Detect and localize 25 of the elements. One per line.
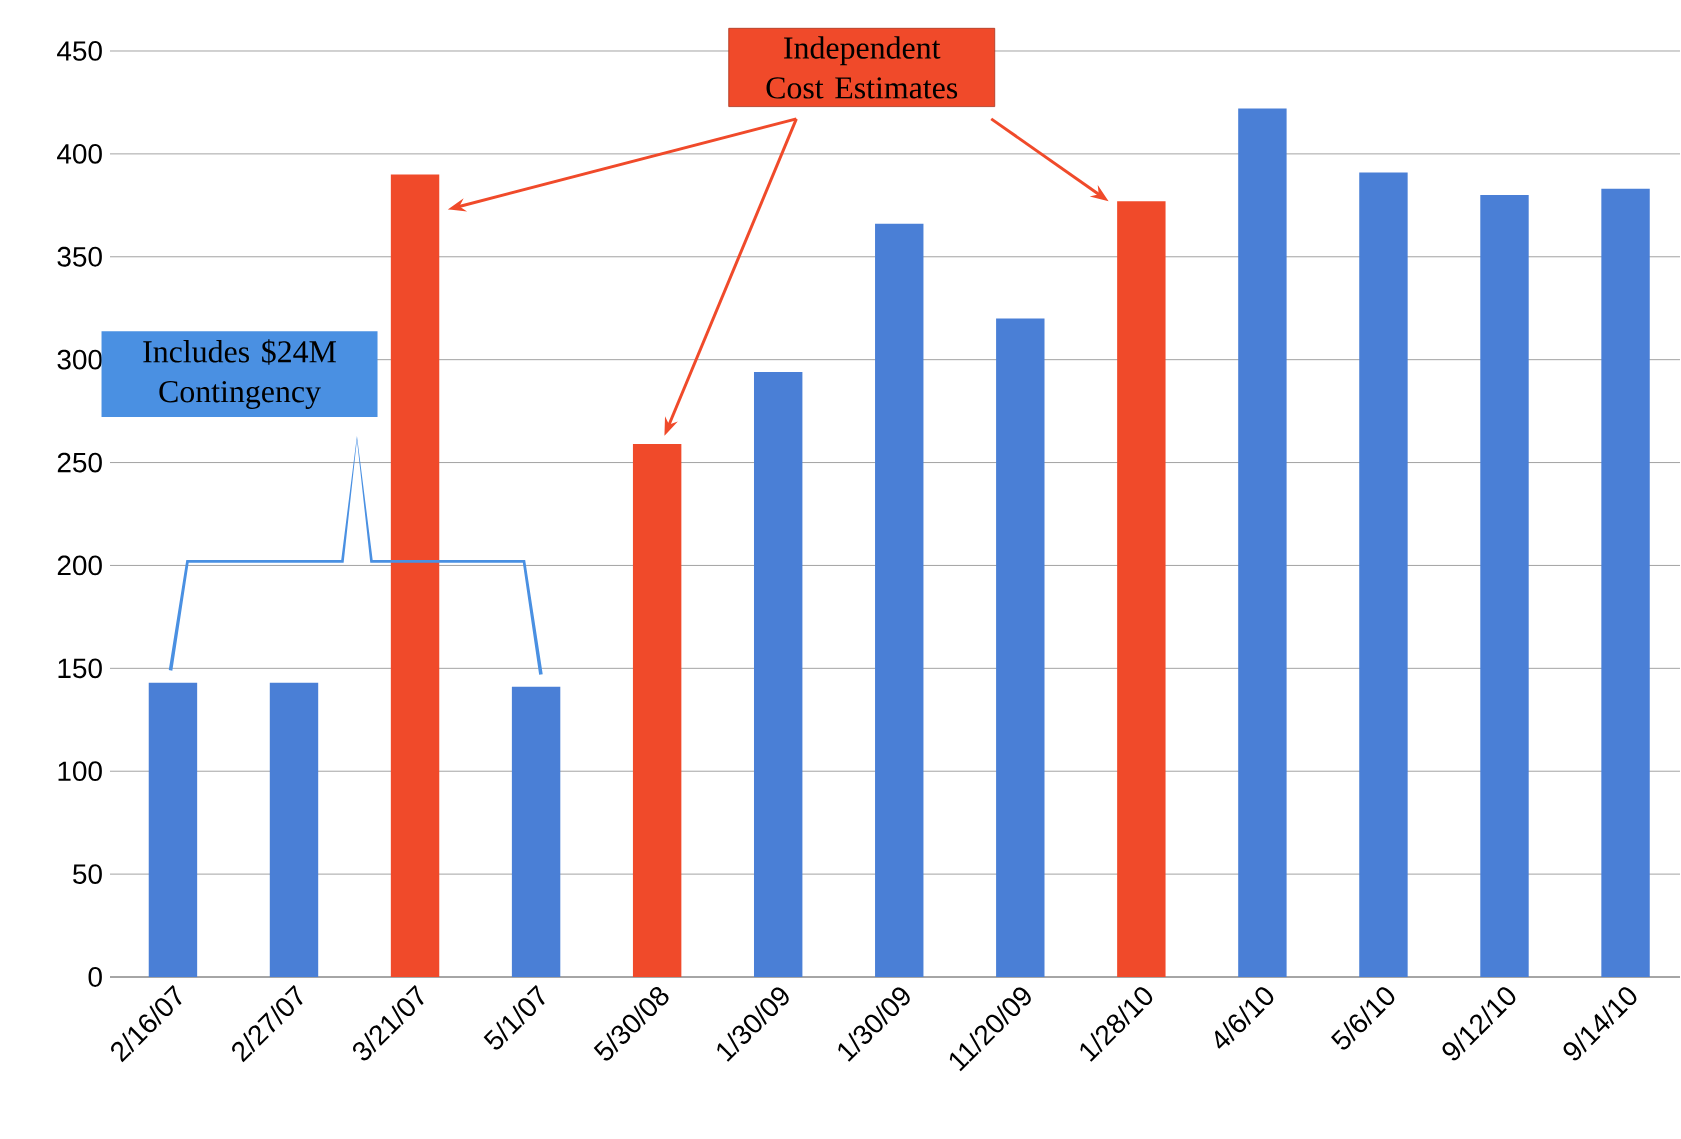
- bar: [753, 372, 803, 977]
- bar: [511, 686, 561, 977]
- bar: [996, 318, 1045, 977]
- bar: [1359, 172, 1408, 977]
- annotation: Independent Cost Estimates: [766, 36, 958, 99]
- y-tick-label: 50: [73, 864, 102, 884]
- y-tick-label: 300: [57, 349, 102, 370]
- bar: [1117, 201, 1166, 977]
- y-tick-label: 150: [58, 658, 102, 679]
- bar: [875, 223, 924, 977]
- bar: [1480, 195, 1529, 977]
- y-tick-label: 350: [57, 246, 102, 267]
- y-tick-label: 250: [57, 452, 102, 473]
- bar: [269, 682, 319, 977]
- annotation: Includes $24M Contingency: [143, 339, 336, 409]
- y-tick-label: 100: [58, 761, 102, 782]
- y-tick-label: 400: [57, 143, 102, 164]
- bar: [148, 682, 198, 977]
- y-tick-label: 0: [88, 967, 102, 987]
- bar: [1238, 108, 1287, 977]
- bar: [390, 174, 440, 977]
- bar: [1601, 188, 1650, 977]
- y-tick-label: 450: [57, 41, 102, 61]
- y-tick-label: 200: [57, 555, 102, 576]
- bar: [632, 444, 682, 977]
